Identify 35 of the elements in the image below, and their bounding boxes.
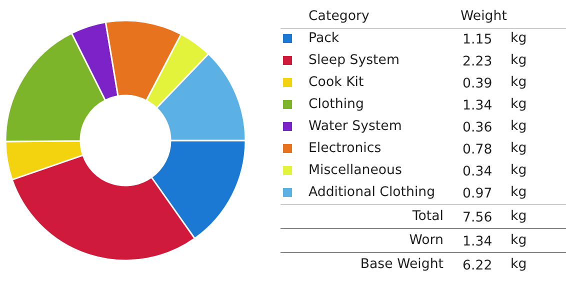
text: kg: [510, 163, 527, 178]
legend-label: Clothing: [308, 97, 364, 112]
text: kg: [510, 97, 527, 112]
data-label: 1.15: [462, 32, 492, 48]
text: kg: [510, 185, 527, 200]
data-label: 0.78: [462, 142, 492, 158]
text: Base Weight: [360, 257, 444, 272]
text: Total: [411, 209, 444, 224]
text: kg: [510, 233, 527, 248]
legend-label: Cook Kit: [308, 75, 364, 90]
text: kg: [510, 209, 527, 224]
text: kg: [510, 75, 527, 90]
data-label: 0.34: [462, 164, 492, 180]
text: 7.56: [462, 210, 492, 226]
data-label: 0.36: [462, 120, 492, 136]
text: 6.22: [462, 258, 492, 274]
text: 1.34: [462, 234, 492, 250]
legend-label: Miscellaneous: [308, 163, 402, 178]
text: kg: [510, 53, 527, 68]
text: kg: [510, 141, 527, 156]
data-label: 0.97: [462, 186, 492, 202]
legend-title: Category: [308, 9, 370, 24]
legend-label: Electronics: [308, 141, 382, 156]
data-label: 1.34: [462, 98, 492, 114]
legend-label: Pack: [308, 31, 340, 46]
text: Weight: [460, 9, 507, 24]
text: Worn: [409, 233, 444, 248]
legend-label: Sleep System: [308, 53, 400, 68]
text: kg: [510, 119, 527, 134]
text: kg: [510, 257, 527, 272]
legend-label: Additional Clothing: [308, 185, 436, 200]
legend-label: Water System: [308, 119, 402, 134]
text: kg: [510, 31, 527, 46]
data-label: 2.23: [462, 54, 492, 70]
data-label: 0.39: [462, 76, 492, 92]
